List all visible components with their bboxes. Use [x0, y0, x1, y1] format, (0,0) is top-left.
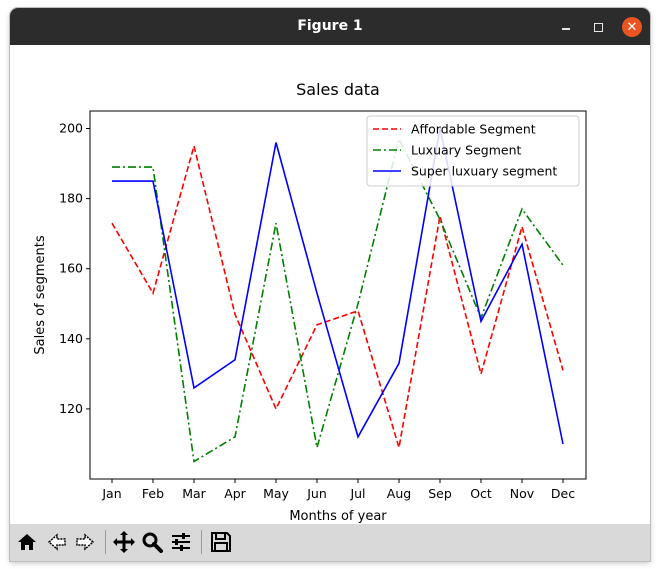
x-tick-label: Jan	[101, 486, 121, 501]
y-tick-label: 120	[59, 401, 83, 416]
y-tick-label: 140	[59, 331, 83, 346]
legend-frame	[366, 115, 580, 187]
toolbar-separator	[201, 530, 202, 554]
x-tick-label: Jul	[349, 486, 365, 501]
save-button[interactable]	[208, 529, 234, 555]
figure-window: Figure 1 ✕ Sales data 120 140 160 180 200 Ja…	[10, 8, 650, 561]
home-icon	[18, 534, 36, 550]
x-tick-label: Feb	[142, 486, 164, 501]
legend-label: Super luxuary segment	[411, 164, 557, 179]
home-button[interactable]	[14, 529, 40, 555]
forward-arrow-icon	[76, 533, 95, 551]
x-tick-label: Apr	[224, 486, 246, 501]
back-arrow-icon	[47, 533, 66, 551]
back-button[interactable]	[44, 529, 70, 555]
pan-move-icon	[113, 531, 135, 553]
x-tick-label: Oct	[470, 486, 492, 501]
series-line-2	[112, 136, 564, 463]
close-icon: ✕	[626, 19, 638, 35]
close-button[interactable]: ✕	[622, 17, 642, 37]
window-title: Figure 1	[297, 18, 363, 34]
y-tick-label: 180	[59, 191, 83, 206]
title-bar[interactable]: Figure 1 ✕	[10, 8, 650, 45]
maximize-icon	[593, 22, 603, 32]
x-tick-label: Aug	[387, 486, 411, 501]
x-axis-label: Months of year	[289, 509, 387, 524]
x-tick-label: May	[263, 486, 289, 501]
navigation-toolbar	[10, 524, 650, 561]
zoom-button[interactable]	[139, 529, 165, 555]
y-tick-label: 160	[59, 261, 83, 276]
minimize-icon	[562, 28, 570, 30]
x-tick-label: Sep	[428, 486, 452, 501]
series-layer	[111, 128, 564, 463]
line-chart: Sales data 120 140 160 180 200 Jan Feb Mar Apr M…	[33, 80, 587, 524]
toolbar-separator	[105, 530, 106, 554]
zoom-magnifier-icon	[142, 532, 163, 553]
forward-button[interactable]	[72, 529, 98, 555]
x-axis: Jan Feb Mar Apr May Jun Jul Aug Sep Oct Nov Dec	[101, 479, 575, 501]
series-line-3	[112, 128, 564, 445]
legend-label: Luxuary Segment	[411, 143, 522, 158]
x-tick-label: Dec	[551, 486, 575, 501]
configure-subplots-icon	[172, 533, 190, 551]
configure-subplots-button[interactable]	[168, 529, 194, 555]
legend-label: Affordable Segment	[411, 122, 536, 137]
x-tick-label: Mar	[182, 486, 206, 501]
chart-title: Sales data	[296, 80, 380, 99]
x-tick-label: Nov	[510, 486, 535, 501]
maximize-button[interactable]	[588, 17, 608, 37]
figure-canvas: Sales data 120 140 160 180 200 Jan Feb Mar Apr M…	[10, 45, 650, 524]
legend: Affordable Segment Luxuary Segment Super l…	[366, 115, 580, 187]
y-axis: 120 140 160 180 200	[59, 121, 90, 416]
pan-button[interactable]	[111, 529, 137, 555]
save-floppy-icon	[211, 532, 231, 552]
series-line-1	[111, 142, 564, 448]
y-axis-label: Sales of segments	[33, 235, 48, 354]
minimize-button[interactable]	[556, 17, 576, 37]
x-tick-label: Jun	[306, 486, 327, 501]
y-tick-label: 200	[59, 121, 83, 136]
